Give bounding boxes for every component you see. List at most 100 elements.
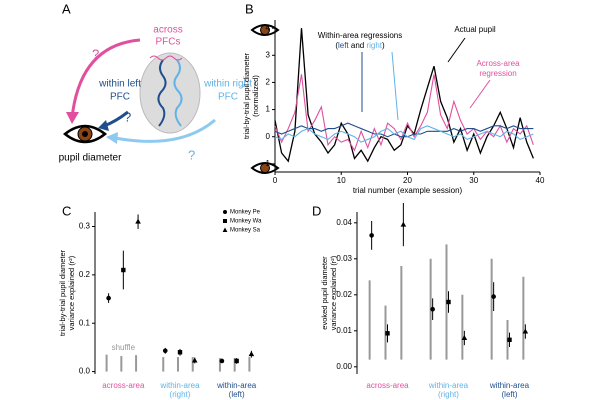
annotation: (left and right): [335, 41, 385, 50]
point: [121, 267, 126, 273]
panel-letter: D: [312, 203, 321, 218]
x-axis-label: trial number (example session): [353, 186, 463, 195]
pointer: [469, 79, 491, 109]
point: [522, 328, 529, 334]
annotation-part: left: [338, 41, 349, 50]
y-axis-label: evoked pupil diameter: [320, 256, 329, 330]
x-tick-label: 0: [273, 176, 278, 185]
point: [369, 233, 374, 238]
x-tick-label: within-area: [159, 381, 200, 390]
arrow-head: [106, 132, 118, 144]
annotation-part: and: [349, 41, 367, 50]
x-tick-label: 20: [403, 176, 412, 185]
y-tick-label: 0.1: [79, 318, 91, 327]
y-tick-label: 0.02: [336, 290, 352, 299]
series-line: [274, 125, 534, 143]
legend-marker: [222, 227, 228, 232]
eye-icon: [250, 24, 280, 36]
y-tick-label: 0.3: [79, 222, 91, 231]
point: [162, 348, 168, 354]
label: PFCs: [156, 37, 181, 48]
y-tick-label: 0.04: [336, 218, 352, 227]
question: ?: [188, 147, 195, 162]
y-axis-label: trial-by-trial pupil diameter: [242, 52, 251, 139]
annotation-part: (: [335, 41, 338, 50]
diagram: across PFCs within left PFC within right…: [59, 24, 280, 174]
x-tick-label: within-area: [489, 381, 530, 390]
legend-label: Monkey Pe: [230, 210, 261, 216]
y-tick-label: 0.0: [79, 367, 91, 376]
annotation: Actual pupil: [454, 25, 496, 34]
y-tick-label: 0.01: [336, 326, 352, 335]
y-axis-label: variance explained (r²): [329, 255, 338, 330]
annotation: Across-area: [476, 59, 520, 68]
point: [385, 331, 390, 336]
label: within right: [203, 79, 252, 90]
arrow: [114, 118, 216, 143]
question: ?: [124, 109, 131, 124]
shuffle-label: shuffle: [112, 343, 136, 352]
series-line: [274, 74, 534, 152]
arrow: [70, 38, 141, 119]
annotation-part: right: [366, 41, 382, 50]
x-tick-label: across-area: [102, 381, 145, 390]
point: [177, 350, 183, 355]
y-tick-label: 0.00: [336, 362, 352, 371]
label: within left: [98, 79, 141, 90]
panel-letter: C: [62, 203, 71, 218]
x-tick-label: within-area: [428, 381, 469, 390]
brain: [139, 52, 201, 134]
legend-label: Monkey Wa: [230, 219, 262, 225]
label: across: [153, 25, 182, 36]
point: [461, 335, 468, 340]
right-pfc: [173, 59, 183, 127]
annotation: regression: [479, 69, 516, 78]
point: [219, 358, 225, 364]
y-axis-label: variance explained (r²): [67, 255, 76, 330]
x-tick-label: (right): [438, 390, 459, 399]
label: pupil diameter: [59, 153, 122, 164]
legend-label: Monkey Sa: [230, 228, 261, 234]
label: PFC: [218, 92, 238, 103]
point: [191, 357, 198, 363]
x-tick-label: (left): [502, 390, 518, 399]
annotation-part: ): [382, 41, 385, 50]
y-tick-label: 1: [266, 105, 271, 114]
y-axis-label: trial-by-trial pupil diameter: [58, 249, 67, 336]
left-pfc: [157, 59, 167, 127]
series-line: [274, 28, 534, 163]
y-tick-label: 4: [266, 23, 271, 32]
point: [135, 218, 141, 224]
panel-letter: A: [62, 1, 71, 16]
x-tick-label: 30: [469, 176, 478, 185]
y-tick-label: 2: [266, 78, 271, 87]
point: [446, 299, 451, 305]
y-axis-label: (normalized): [251, 75, 260, 117]
point: [234, 358, 239, 364]
eye-icon: [250, 162, 280, 174]
x-tick-label: across-area: [366, 381, 409, 390]
series-line: [274, 122, 534, 138]
y-tick-label: 0.2: [79, 270, 91, 279]
annotation: Within-area regressions: [318, 31, 402, 40]
y-tick-label: 3: [266, 50, 271, 59]
x-tick-label: within-area: [216, 381, 257, 390]
x-tick-label: (right): [170, 390, 191, 399]
point: [400, 221, 407, 227]
point: [248, 351, 255, 357]
wave: [149, 55, 183, 61]
eye-icon: [62, 124, 108, 144]
panel-letter: B: [245, 1, 254, 16]
point: [430, 306, 435, 312]
point: [507, 337, 512, 342]
label: PFC: [110, 92, 130, 103]
pointer: [447, 37, 466, 63]
x-tick-label: 40: [536, 176, 545, 185]
legend-marker: [223, 210, 227, 214]
x-tick-label: 10: [337, 176, 346, 185]
y-tick-label: -1: [263, 159, 271, 168]
x-tick-label: (left): [229, 390, 245, 399]
pointer: [391, 51, 399, 121]
point: [106, 295, 111, 301]
